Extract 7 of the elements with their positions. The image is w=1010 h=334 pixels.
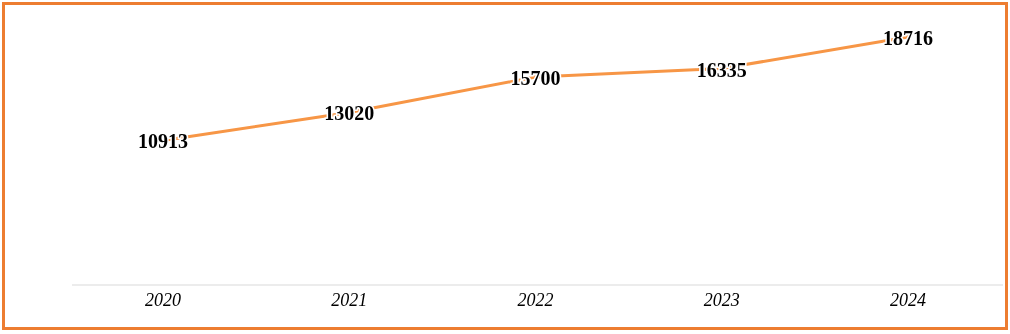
x-tick-label: 2023 bbox=[703, 289, 740, 310]
x-tick-label: 2021 bbox=[331, 289, 368, 310]
x-tick-label: 2020 bbox=[145, 289, 181, 310]
x-tick-label: 2022 bbox=[517, 289, 554, 310]
x-tick-label: 2024 bbox=[890, 289, 926, 310]
data-label: 18716 bbox=[883, 27, 933, 49]
data-label: 10913 bbox=[138, 130, 188, 153]
